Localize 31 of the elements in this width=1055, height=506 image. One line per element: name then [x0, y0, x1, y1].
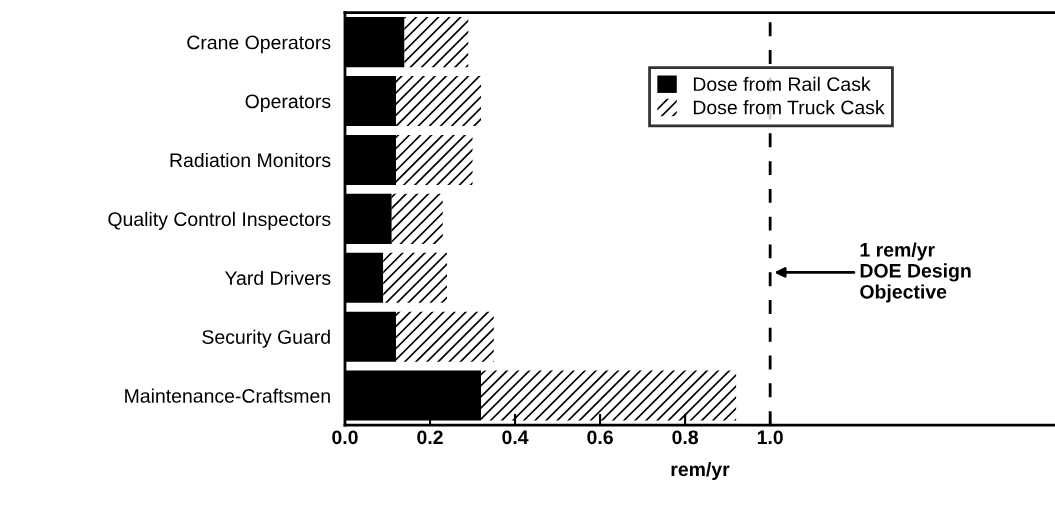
y-tick-label: Quality Control Inspectors — [108, 211, 331, 230]
bar — [344, 75, 396, 127]
y-tick-label: Yard Drivers — [224, 270, 331, 285]
x-tick-label: 0.8 — [672, 430, 699, 445]
bar — [344, 311, 396, 362]
y-tick-label: Operators — [245, 94, 331, 113]
y-tick-label: Maintenance-Craftsmen — [125, 388, 330, 403]
y-tick-label: Crane Operators — [187, 35, 331, 54]
bar — [481, 370, 737, 421]
bar — [344, 17, 405, 68]
bar — [396, 134, 473, 185]
ref-line-label: 1 rem/yr DOE Design Objective — [860, 242, 971, 303]
legend-label: Dose from Rail Cask — [693, 76, 871, 92]
x-axis-title: rem/yr — [671, 461, 730, 481]
bar — [344, 252, 384, 303]
x-tick-label: 1.0 — [757, 430, 783, 445]
bar — [344, 193, 392, 244]
bar — [344, 134, 396, 185]
x-tick-label: 0.2 — [417, 430, 443, 445]
bar — [344, 370, 482, 421]
y-tick-label: Security Guard — [202, 329, 330, 348]
legend-label: Dose from Truck Cask — [693, 100, 885, 115]
y-tick-label: Radiation Monitors — [170, 152, 331, 168]
x-tick-label: 0.4 — [502, 430, 529, 445]
bar — [391, 193, 443, 244]
bar — [396, 311, 494, 362]
bar — [396, 75, 482, 127]
x-tick-label: 0.0 — [332, 430, 358, 445]
x-tick-label: 0.6 — [587, 430, 613, 445]
bar — [383, 252, 448, 303]
bar — [404, 17, 469, 68]
